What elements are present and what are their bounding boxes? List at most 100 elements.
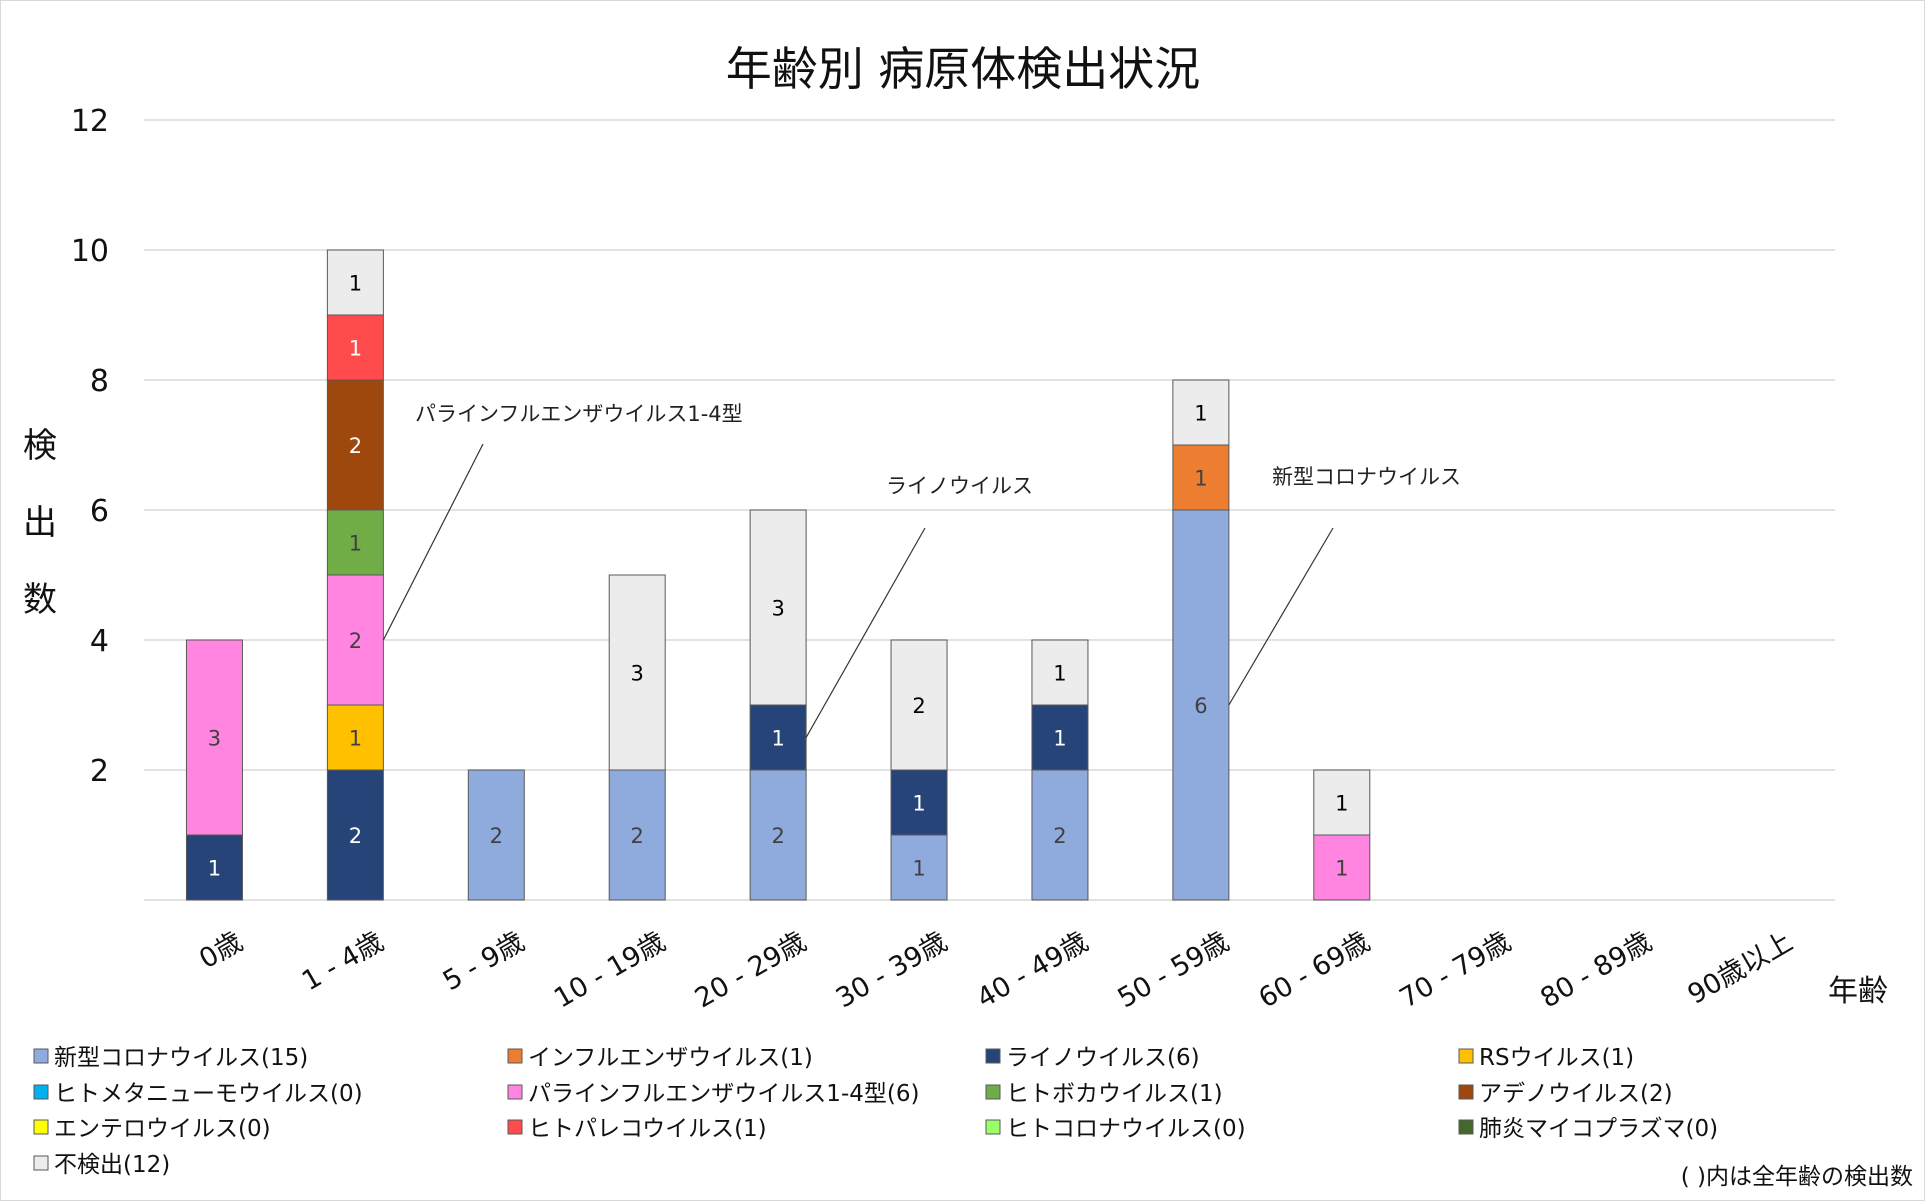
data-label: 2 xyxy=(349,824,362,848)
x-tick-label: 70 - 79歳 xyxy=(1395,926,1517,1014)
bar-segment xyxy=(185,834,243,901)
bar-segment xyxy=(608,574,666,771)
bar-stack: 6 1 1 xyxy=(1172,379,1230,901)
y-tick-label: 8 xyxy=(90,364,109,399)
legend-swatch xyxy=(1458,1119,1474,1135)
data-label: 1 xyxy=(349,727,362,751)
bar-segment xyxy=(1172,509,1230,901)
legend-item: ヒトメタニューモウイルス(0) xyxy=(33,1081,363,1107)
legend-label: 不検出(12) xyxy=(54,1152,170,1178)
y-axis-label-char: 出 xyxy=(23,503,57,543)
bar-segment xyxy=(890,834,948,901)
data-label: 1 xyxy=(1335,792,1348,816)
legend-label: ヒトコロナウイルス(0) xyxy=(1006,1116,1246,1142)
bar-segment xyxy=(1313,834,1371,901)
legend-note: ( )内は全年齢の検出数 xyxy=(1681,1164,1913,1190)
legend-item: パラインフルエンザウイルス1-4型(6) xyxy=(507,1081,919,1107)
legend-label: ヒトパレコウイルス(1) xyxy=(528,1116,767,1142)
x-tick-label: 0歳 xyxy=(194,926,248,975)
y-tick-label: 4 xyxy=(90,624,109,659)
bar-segment xyxy=(467,769,525,901)
x-tick-label: 5 - 9歳 xyxy=(438,926,530,997)
data-label: 2 xyxy=(490,824,503,848)
data-label: 1 xyxy=(349,337,362,361)
data-label: 2 xyxy=(631,824,644,848)
legend-swatch xyxy=(33,1119,49,1135)
data-label: 1 xyxy=(1194,467,1207,491)
legend-item: RSウイルス(1) xyxy=(1458,1045,1634,1071)
bar-segment xyxy=(326,249,384,316)
legend-item: インフルエンザウイルス(1) xyxy=(507,1045,813,1071)
data-label: 3 xyxy=(771,597,784,621)
y-axis-label: 検出数 xyxy=(23,426,57,620)
legend-label: 肺炎マイコプラズマ(0) xyxy=(1479,1116,1718,1142)
legend-swatch xyxy=(985,1084,1001,1100)
bar-segment xyxy=(326,704,384,771)
annotation-leader-line xyxy=(1228,527,1334,706)
bar-segment xyxy=(1172,379,1230,446)
legend-label: ライノウイルス(6) xyxy=(1006,1045,1200,1071)
x-tick-label: 50 - 59歳 xyxy=(1113,926,1235,1014)
legend-swatch xyxy=(33,1084,49,1100)
legend-item: ヒトボカウイルス(1) xyxy=(985,1081,1223,1107)
x-axis-label: 年齢 xyxy=(1828,974,1888,1009)
bar-segment xyxy=(1031,639,1089,706)
legend-swatch xyxy=(507,1084,523,1100)
y-axis-ticks: 2 4 6 8 10 12 xyxy=(71,104,109,789)
x-tick-label: 10 - 19歳 xyxy=(549,926,671,1014)
data-label: 2 xyxy=(349,629,362,653)
bar-stack: 2 1 2 1 2 1 1 xyxy=(326,249,384,901)
legend-swatch xyxy=(985,1048,1001,1064)
data-label: 1 xyxy=(208,857,221,881)
legend-label: ヒトボカウイルス(1) xyxy=(1006,1081,1223,1107)
legend-label: ヒトメタニューモウイルス(0) xyxy=(54,1081,363,1107)
data-label: 1 xyxy=(1053,662,1066,686)
annotation-label: ライノウイルス xyxy=(886,474,1033,498)
legend-item: アデノウイルス(2) xyxy=(1458,1081,1673,1107)
bar-stack: 23 xyxy=(608,574,666,901)
y-tick-label: 6 xyxy=(90,494,109,529)
legend-item: 不検出(12) xyxy=(33,1152,170,1178)
x-tick-label: 90歳以上 xyxy=(1683,926,1798,1011)
bar-segment xyxy=(749,769,807,901)
y-tick-label: 10 xyxy=(71,234,109,269)
annotation-leader-line xyxy=(382,443,484,641)
bar-segment xyxy=(1031,769,1089,901)
legend-item: ヒトコロナウイルス(0) xyxy=(985,1116,1246,1142)
legend-label: エンテロウイルス(0) xyxy=(54,1116,271,1142)
data-label: 2 xyxy=(912,694,925,718)
legend-item: ヒトパレコウイルス(1) xyxy=(507,1116,767,1142)
bar-segment xyxy=(326,769,384,901)
annotation-label: パラインフルエンザウイルス1-4型 xyxy=(415,402,743,426)
bar-segment xyxy=(326,574,384,706)
data-label: 1 xyxy=(1335,857,1348,881)
bar-segment xyxy=(890,769,948,836)
gridlines xyxy=(144,119,1835,901)
y-axis-label-char: 検 xyxy=(23,426,57,466)
bar-segment xyxy=(890,639,948,771)
x-tick-label: 1 - 4歳 xyxy=(297,926,389,997)
bar-segment xyxy=(1172,444,1230,511)
bar-stack: 11 xyxy=(1313,769,1371,901)
y-tick-label: 2 xyxy=(90,754,109,789)
bar-segment xyxy=(326,509,384,576)
bar-segment xyxy=(326,314,384,381)
legend-swatch xyxy=(507,1119,523,1135)
bar-stack: 1 1 2 xyxy=(890,639,948,901)
legend-item: 新型コロナウイルス(15) xyxy=(33,1045,308,1071)
data-label: 1 xyxy=(349,532,362,556)
y-axis-label-char: 数 xyxy=(23,580,57,620)
legend-swatch xyxy=(1458,1048,1474,1064)
bar-segment xyxy=(1031,704,1089,771)
bar-segment xyxy=(608,769,666,901)
data-label: 1 xyxy=(912,857,925,881)
y-tick-label: 12 xyxy=(71,104,109,139)
annotation-label: 新型コロナウイルス xyxy=(1272,465,1461,489)
legend-swatch xyxy=(33,1048,49,1064)
data-label: 1 xyxy=(349,272,362,296)
data-label: 2 xyxy=(349,434,362,458)
